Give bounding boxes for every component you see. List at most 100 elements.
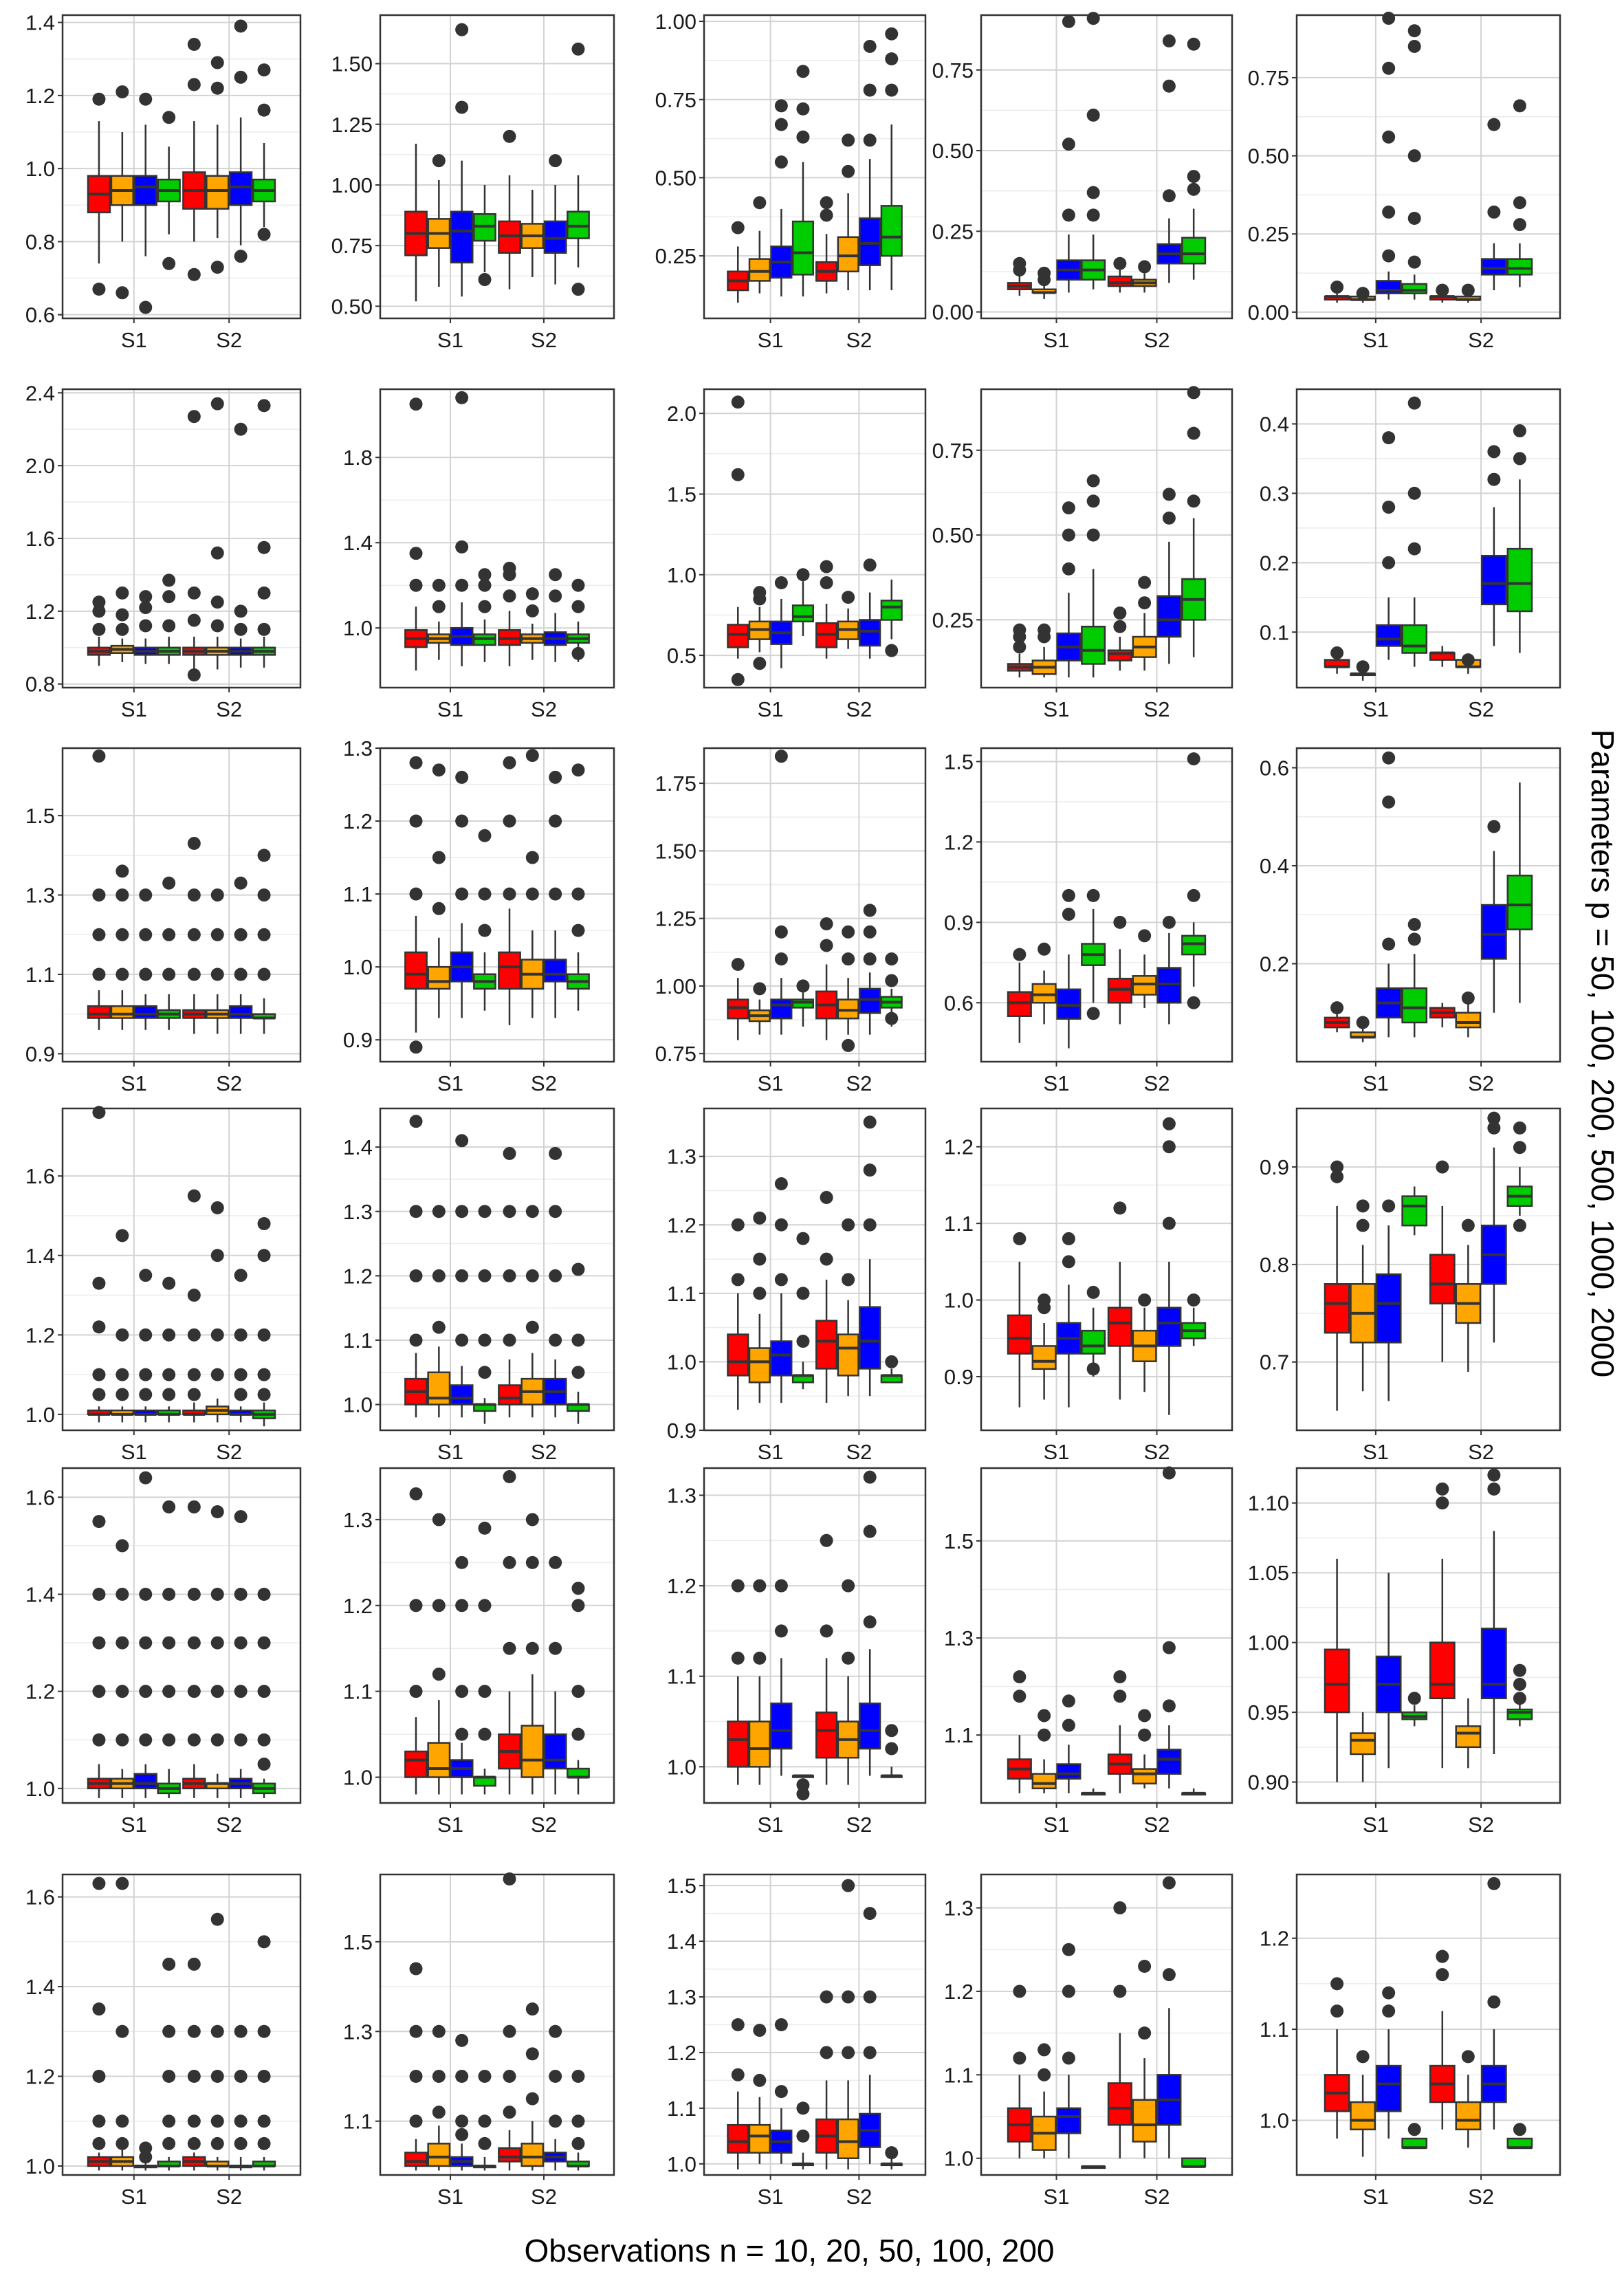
outlier-point	[455, 2114, 469, 2128]
outlier-point	[116, 1328, 129, 1342]
box-S1-series1	[1324, 1160, 1350, 1411]
outlier-point	[1487, 118, 1501, 131]
outlier-point	[257, 2136, 271, 2150]
box-S1-series1	[727, 1218, 749, 1410]
outlier-point	[1138, 1728, 1152, 1742]
outlier-point	[842, 1990, 855, 2004]
box-S2-series2	[837, 133, 859, 291]
box-S1-series4	[1401, 1692, 1428, 1727]
y-tick-label: 1.5	[667, 1874, 696, 1898]
outlier-point	[187, 1289, 201, 1302]
outlier-point	[885, 83, 899, 97]
y-tick-label: 1.00	[331, 173, 373, 197]
outlier-point	[1356, 287, 1370, 300]
outlier-point	[571, 887, 585, 901]
outlier-point	[863, 1990, 877, 2004]
y-tick-label: 0.5	[667, 644, 696, 668]
outlier-point	[1382, 1986, 1396, 2000]
box-body	[859, 1306, 881, 1370]
panel-border	[703, 1107, 927, 1432]
outlier-point	[1407, 1692, 1421, 1705]
outlier-point	[1038, 623, 1051, 637]
box-S1-series4	[1081, 12, 1106, 289]
outlier-point	[116, 1588, 129, 1601]
box-S2-series4	[1506, 782, 1533, 1003]
box-S1-series1	[1007, 256, 1032, 296]
outlier-point	[187, 1189, 201, 1203]
outlier-point	[1487, 1468, 1501, 1482]
box-S1-series3	[133, 888, 157, 1030]
outlier-point	[1038, 942, 1051, 956]
outlier-point	[842, 1651, 855, 1665]
outlier-point	[1038, 2068, 1051, 2081]
outlier-point	[1138, 596, 1152, 610]
box-S1-series4	[1401, 1186, 1428, 1236]
outlier-point	[842, 1879, 855, 1892]
box-S2-series2	[1455, 283, 1482, 303]
box-S1-series2	[427, 1513, 451, 1795]
outlier-point	[1062, 14, 1075, 28]
outlier-point	[571, 578, 585, 592]
outlier-point	[257, 399, 271, 413]
box-body	[450, 210, 474, 264]
box-body	[228, 171, 253, 206]
outlier-point	[257, 1685, 271, 1698]
outlier-point	[1407, 255, 1421, 269]
outlier-point	[92, 888, 106, 902]
outlier-point	[257, 540, 271, 554]
outlier-point	[1436, 1160, 1449, 1174]
x-tick-label: S1	[1363, 2185, 1389, 2209]
y-tick-label: 1.2	[25, 1323, 55, 1347]
outlier-point	[139, 1368, 153, 1381]
box-S1-series3	[133, 590, 157, 664]
outlier-point	[1187, 426, 1200, 440]
outlier-point	[842, 2046, 855, 2059]
box-S1-series3	[770, 750, 793, 1035]
x-tick-label: S2	[846, 328, 872, 352]
box-S2-series4	[567, 1262, 590, 1424]
outlier-point	[1162, 189, 1176, 203]
outlier-point	[503, 1147, 516, 1161]
outlier-point	[257, 1758, 271, 1771]
outlier-point	[885, 27, 899, 41]
box-S2-series1	[182, 1189, 206, 1423]
box-S2-series1	[815, 560, 838, 659]
box-S2-series3	[859, 1907, 881, 2164]
outlier-point	[753, 657, 767, 670]
outlier-point	[1436, 1968, 1449, 1982]
outlier-point	[1407, 24, 1421, 38]
box-S2-series4	[1181, 2157, 1207, 2168]
outlier-point	[1113, 1690, 1127, 1703]
box-body	[1081, 1329, 1106, 1355]
y-tick-label: 0.75	[932, 58, 974, 83]
box-S2-series1	[815, 917, 838, 1040]
outlier-point	[478, 568, 492, 582]
box-S2-series3	[1480, 1877, 1507, 2130]
panel-border	[1295, 1873, 1561, 2176]
x-tick-label: S1	[437, 328, 463, 352]
panel-border	[1295, 14, 1561, 320]
box-body	[727, 1720, 749, 1768]
outlier-point	[525, 1205, 539, 1218]
outlier-point	[455, 814, 469, 828]
panel-border	[703, 1873, 927, 2176]
outlier-point	[1407, 932, 1421, 946]
outlier-point	[187, 1733, 201, 1747]
box-S1-series4	[157, 573, 181, 664]
box-body	[748, 1347, 771, 1384]
outlier-point	[478, 600, 492, 613]
outlier-point	[1407, 486, 1421, 500]
outlier-point	[1113, 1201, 1127, 1215]
y-tick-label: 1.00	[655, 10, 696, 34]
outlier-point	[525, 1641, 539, 1655]
box-S1-series4	[1401, 396, 1428, 667]
y-tick-label: 1.2	[944, 1980, 974, 2004]
outlier-point	[257, 1328, 271, 1342]
outlier-point	[1038, 1293, 1051, 1307]
outlier-point	[257, 967, 271, 981]
outlier-point	[1187, 888, 1200, 902]
outlier-point	[1062, 562, 1075, 576]
outlier-point	[1513, 1663, 1526, 1677]
box-S1-series2	[1031, 1293, 1057, 1400]
box-S1-series3	[450, 770, 474, 1018]
